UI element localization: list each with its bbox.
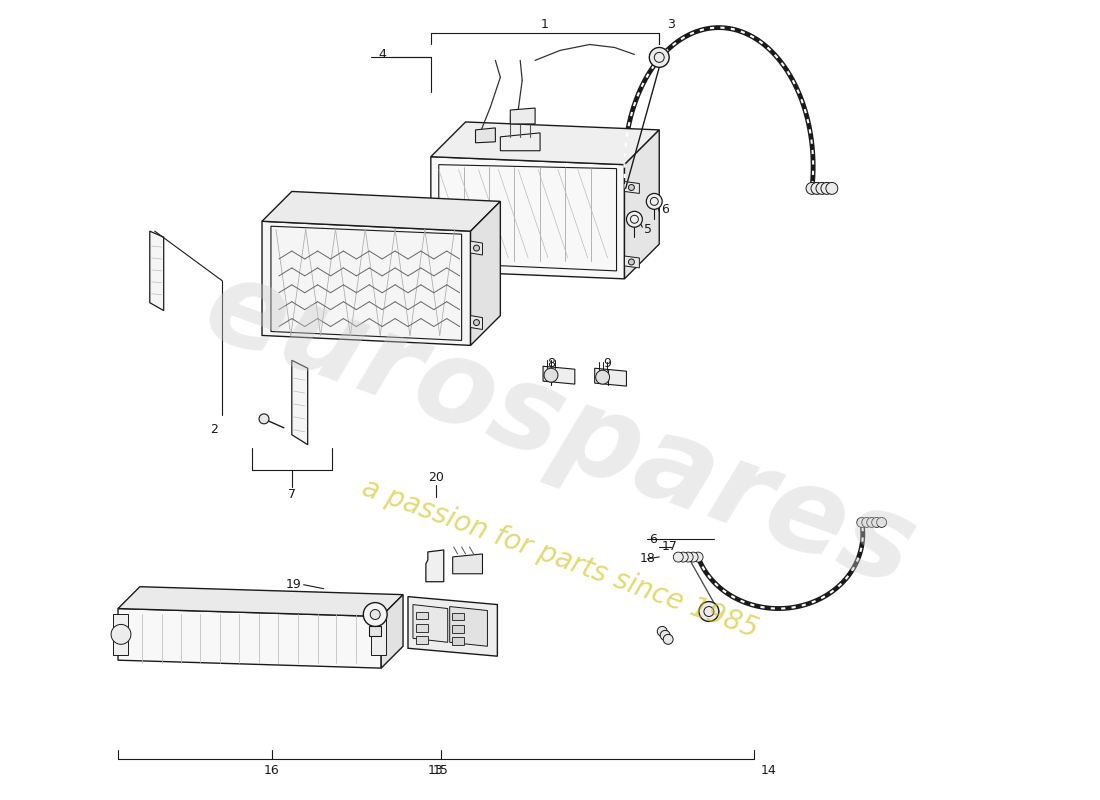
Polygon shape [150,231,164,310]
Text: 17: 17 [661,541,678,554]
Text: eurospares: eurospares [189,248,931,611]
Circle shape [693,552,703,562]
Text: 1: 1 [541,18,549,31]
Circle shape [689,552,698,562]
Circle shape [673,552,683,562]
Circle shape [658,626,668,636]
Polygon shape [543,366,575,384]
Circle shape [871,518,881,527]
Bar [452,638,463,646]
Circle shape [628,259,635,265]
Circle shape [647,194,662,210]
Polygon shape [426,550,443,582]
Text: 6: 6 [649,533,657,546]
Circle shape [596,370,609,384]
Circle shape [544,368,558,382]
Circle shape [698,602,718,622]
Bar [416,611,428,619]
Polygon shape [118,609,382,668]
Circle shape [826,182,838,194]
Polygon shape [595,368,627,386]
Circle shape [371,610,381,619]
Circle shape [857,518,867,527]
Circle shape [473,319,480,326]
Circle shape [663,634,673,644]
Text: 13: 13 [428,764,443,777]
Polygon shape [408,597,497,656]
Text: 16: 16 [264,764,279,777]
Circle shape [877,518,887,527]
Polygon shape [262,191,500,231]
Circle shape [816,182,828,194]
Bar [372,618,386,655]
Text: 3: 3 [668,18,675,31]
Polygon shape [500,133,540,150]
Bar [452,626,463,634]
Text: 9: 9 [604,357,612,370]
Bar [452,613,463,621]
Polygon shape [118,586,403,617]
Polygon shape [431,122,659,165]
Circle shape [806,182,818,194]
Text: 2: 2 [210,423,218,436]
Polygon shape [471,202,501,346]
Text: 4: 4 [378,48,386,61]
Text: 7: 7 [288,488,296,501]
Circle shape [811,182,823,194]
Circle shape [111,625,131,644]
Text: 20: 20 [428,471,443,484]
Text: 15: 15 [432,764,449,777]
Polygon shape [471,241,483,255]
Text: 8: 8 [547,357,556,370]
Text: 5: 5 [645,222,652,236]
Circle shape [683,552,693,562]
Circle shape [679,552,689,562]
Circle shape [861,518,871,527]
Polygon shape [431,157,625,279]
Circle shape [660,630,670,640]
Polygon shape [370,626,382,636]
Polygon shape [475,128,495,142]
Polygon shape [382,594,403,668]
Circle shape [627,211,642,227]
Bar [416,636,428,644]
Polygon shape [625,256,639,268]
Circle shape [628,185,635,190]
Text: a passion for parts since 1985: a passion for parts since 1985 [358,474,762,644]
Circle shape [821,182,833,194]
Text: 18: 18 [639,552,656,566]
Text: 14: 14 [760,764,777,777]
Polygon shape [453,554,483,574]
Polygon shape [450,606,487,646]
Polygon shape [625,182,639,194]
Polygon shape [292,360,308,445]
Bar [113,614,128,655]
Polygon shape [412,605,448,642]
Polygon shape [471,315,483,330]
Circle shape [649,47,669,67]
Circle shape [363,602,387,626]
Circle shape [473,245,480,251]
Text: 6: 6 [661,203,669,216]
Polygon shape [510,108,535,124]
Text: 19: 19 [286,578,301,591]
Bar [416,625,428,632]
Polygon shape [625,130,659,279]
Circle shape [867,518,877,527]
Polygon shape [262,222,471,346]
Circle shape [258,414,270,424]
